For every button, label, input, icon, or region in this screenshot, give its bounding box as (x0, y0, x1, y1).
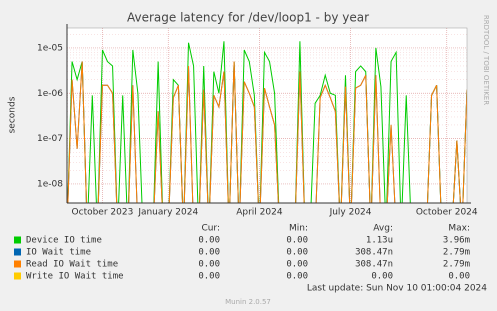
legend-value: 1.13u (366, 236, 393, 246)
legend-header: Max: (448, 224, 470, 234)
legend-value: 3.96m (443, 236, 470, 246)
x-tick-label: January 2024 (137, 208, 198, 218)
y-tick-label: 1e-06 (37, 89, 63, 99)
legend-value: 0.00 (198, 248, 220, 258)
legend-label: Write IO Wait time (26, 272, 124, 282)
legend-value: 0.00 (371, 272, 393, 282)
y-axis-label: seconds (8, 96, 18, 133)
y-tick-label: 1e-07 (37, 134, 63, 144)
chart-title: Average latency for /dev/loop1 - by year (127, 11, 369, 25)
legend-value: 0.00 (286, 272, 308, 282)
legend-value: 0.00 (286, 260, 308, 270)
y-tick-label: 1e-05 (37, 43, 63, 53)
legend-header: Avg: (373, 224, 393, 234)
legend-value: 0.00 (286, 248, 308, 258)
watermark: RRDTOOL / TOBI OETIKER (482, 15, 490, 105)
legend-swatch (14, 236, 21, 244)
series-group (67, 41, 467, 203)
legend-value: 0.00 (198, 272, 220, 282)
legend-label: Device IO time (26, 236, 102, 246)
x-tick-label: October 2023 (72, 208, 134, 218)
legend-value: 308.47n (355, 260, 393, 270)
y-tick-label: 1e-08 (37, 179, 63, 189)
last-update: Last update: Sun Nov 10 01:00:04 2024 (307, 284, 487, 294)
legend-label: IO Wait time (26, 248, 91, 258)
legend-header: Min: (289, 224, 308, 234)
series-line (67, 61, 467, 203)
legend-header: Cur: (201, 224, 220, 234)
legend-value: 0.00 (286, 236, 308, 246)
legend-swatch (14, 260, 21, 268)
legend-value: 0.00 (448, 272, 470, 282)
legend-swatch (14, 272, 21, 280)
series-line (67, 41, 467, 203)
legend-value: 2.79m (443, 260, 470, 270)
x-tick-label: April 2024 (236, 208, 283, 218)
legend-swatch (14, 248, 21, 256)
footer: Munin 2.0.57 (225, 298, 271, 306)
legend-value: 2.79m (443, 248, 470, 258)
legend-value: 0.00 (198, 260, 220, 270)
x-tick-label: October 2024 (416, 208, 478, 218)
legend-label: Read IO Wait time (26, 260, 118, 270)
x-tick-label: July 2024 (329, 208, 372, 218)
legend-value: 0.00 (198, 236, 220, 246)
legend-value: 308.47n (355, 248, 393, 258)
